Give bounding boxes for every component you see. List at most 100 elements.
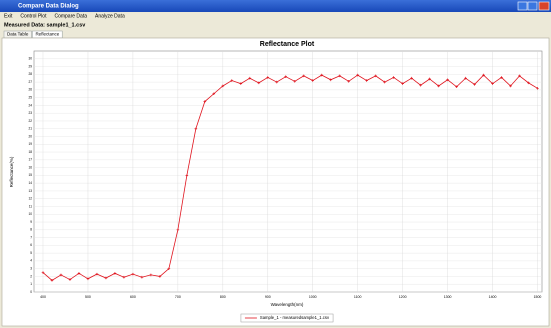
x-tick-label: 800	[220, 295, 226, 299]
data-point	[248, 76, 252, 80]
y-tick-label: 3	[30, 267, 32, 271]
y-tick-label: 19	[28, 142, 32, 146]
data-point	[239, 82, 243, 85]
x-tick-label: 900	[265, 295, 271, 299]
y-tick-label: 8	[30, 228, 32, 232]
data-point	[500, 76, 503, 79]
y-tick-label: 27	[28, 80, 32, 84]
data-point	[104, 276, 108, 280]
data-point	[365, 79, 368, 82]
menu-item[interactable]: Control Plot	[20, 13, 47, 19]
data-point	[410, 76, 413, 80]
data-point	[392, 76, 395, 79]
data-point	[257, 81, 261, 85]
plot: 0123456789101112131415161718192021222324…	[28, 50, 543, 323]
data-point	[293, 80, 297, 83]
data-point	[518, 74, 521, 78]
y-tick-label: 26	[28, 88, 32, 92]
x-tick-label: 1200	[399, 295, 407, 299]
y-tick-label: 20	[28, 134, 32, 138]
window-title: Compare Data Dialog	[18, 4, 79, 10]
data-point	[68, 278, 72, 281]
y-tick-label: 24	[28, 103, 32, 107]
data-point	[167, 267, 171, 270]
y-tick-label: 5	[30, 251, 32, 255]
data-point	[113, 272, 117, 275]
data-point	[527, 81, 530, 85]
data-point	[275, 80, 279, 84]
data-point	[59, 273, 63, 277]
data-point	[203, 100, 207, 103]
data-point	[329, 78, 333, 82]
y-tick-label: 25	[28, 95, 32, 99]
tab-bar: Data Table Reflectance	[3, 30, 63, 39]
y-axis-label: Reflectance(%)	[9, 156, 14, 187]
measured-label: Measured Data: sample1_1.csv	[4, 22, 86, 28]
y-tick-label: 23	[28, 111, 32, 115]
y-tick-label: 11	[29, 204, 33, 208]
data-point	[401, 82, 404, 85]
data-point	[473, 83, 476, 86]
legend-label: Sample_1 - measuredsample1_1.csv	[260, 315, 330, 320]
y-tick-label: 22	[28, 119, 32, 123]
data-point	[428, 77, 431, 81]
data-point	[176, 228, 180, 232]
y-tick-label: 12	[28, 197, 32, 201]
data-point	[374, 74, 377, 78]
data-point	[464, 76, 467, 80]
data-point	[302, 74, 306, 78]
data-point	[86, 277, 90, 281]
y-tick-label: 17	[28, 158, 32, 162]
data-point	[419, 83, 422, 87]
x-axis-label: Wavelength(nm)	[271, 302, 304, 307]
data-point	[212, 92, 216, 96]
data-point	[383, 80, 386, 84]
data-point	[437, 84, 440, 88]
x-tick-label: 400	[40, 295, 46, 299]
y-tick-label: 14	[28, 181, 32, 185]
tab-label[interactable]: Reflectance	[35, 32, 59, 37]
data-point	[320, 73, 324, 77]
data-point	[230, 79, 234, 82]
y-tick-label: 15	[28, 173, 32, 177]
y-tick-label: 2	[30, 274, 32, 278]
menu-item[interactable]: Analyze Data	[95, 13, 125, 19]
menu-item[interactable]: Compare Data	[54, 13, 87, 19]
data-point	[77, 272, 81, 275]
minimize-button[interactable]	[517, 1, 528, 11]
x-tick-label: 1400	[489, 295, 497, 299]
data-point	[95, 272, 99, 276]
data-point	[347, 80, 350, 83]
tab-label[interactable]: Data Table	[7, 32, 29, 37]
data-point	[482, 73, 485, 77]
legend-box	[240, 313, 334, 323]
y-tick-label: 6	[30, 243, 32, 247]
data-point	[356, 73, 359, 77]
x-tick-label: 500	[85, 295, 91, 299]
data-point	[221, 84, 225, 88]
y-tick-label: 18	[28, 150, 32, 154]
y-tick-label: 28	[28, 72, 32, 76]
data-point	[50, 279, 54, 282]
data-point	[284, 75, 288, 78]
data-point	[149, 273, 153, 277]
maximize-button[interactable]	[527, 1, 538, 11]
x-tick-label: 1100	[354, 295, 362, 299]
menu-bar: Exit Control Plot Compare Data Analyze Data	[4, 13, 125, 19]
y-tick-label: 29	[28, 64, 32, 68]
data-point	[194, 127, 198, 131]
plot-area	[33, 50, 543, 293]
series-line	[42, 74, 538, 281]
data-point	[509, 84, 512, 88]
data-point	[158, 275, 162, 278]
data-point	[536, 87, 539, 90]
data-point	[455, 85, 458, 89]
title-bar	[0, 0, 551, 12]
x-tick-label: 700	[175, 295, 181, 299]
close-button[interactable]	[538, 1, 550, 11]
x-tick-label: 1300	[444, 295, 452, 299]
y-tick-label: 4	[30, 259, 32, 263]
y-tick-label: 0	[30, 290, 32, 294]
menu-item[interactable]: Exit	[4, 13, 13, 19]
